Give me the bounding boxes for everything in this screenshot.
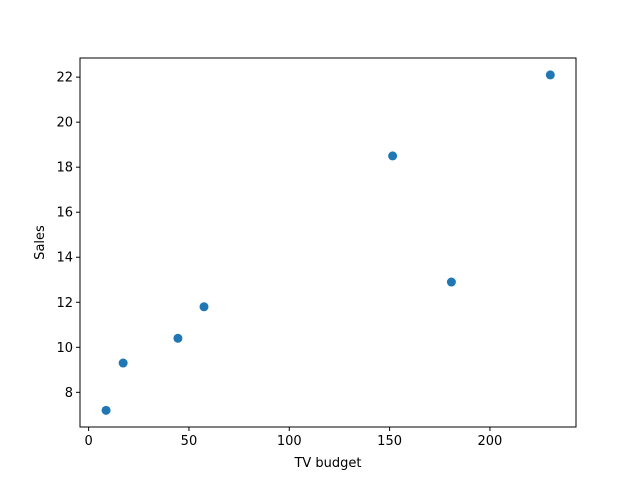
y-axis-label: Sales xyxy=(33,225,48,260)
y-tick-label: 16 xyxy=(56,206,73,221)
x-tick-label: 150 xyxy=(377,434,402,449)
y-tick-label: 22 xyxy=(56,71,73,86)
y-tick-label: 8 xyxy=(65,386,73,401)
y-tick-label: 10 xyxy=(56,341,73,356)
plot-frame xyxy=(79,57,577,428)
scatter-point xyxy=(118,358,128,368)
y-tick-label: 18 xyxy=(56,161,73,176)
scatter-point xyxy=(199,302,209,312)
y-axis-ticks: 8 10 12 14 16 18 20 22 xyxy=(56,71,80,401)
scatter-point xyxy=(173,333,183,343)
x-axis-ticks: 0 50 100 150 200 xyxy=(84,427,502,449)
x-tick-label: 50 xyxy=(181,434,198,449)
scatter-point xyxy=(388,151,398,161)
scatter-point xyxy=(101,405,111,415)
x-tick-label: 0 xyxy=(84,434,92,449)
x-axis-label: TV budget xyxy=(293,456,361,471)
y-tick-label: 12 xyxy=(56,296,73,311)
scatter-point xyxy=(545,70,555,80)
x-tick-label: 200 xyxy=(478,434,503,449)
x-tick-label: 100 xyxy=(277,434,302,449)
data-points xyxy=(101,70,555,415)
scatter-point xyxy=(446,277,456,287)
y-tick-label: 20 xyxy=(56,116,73,131)
y-tick-label: 14 xyxy=(56,251,73,266)
